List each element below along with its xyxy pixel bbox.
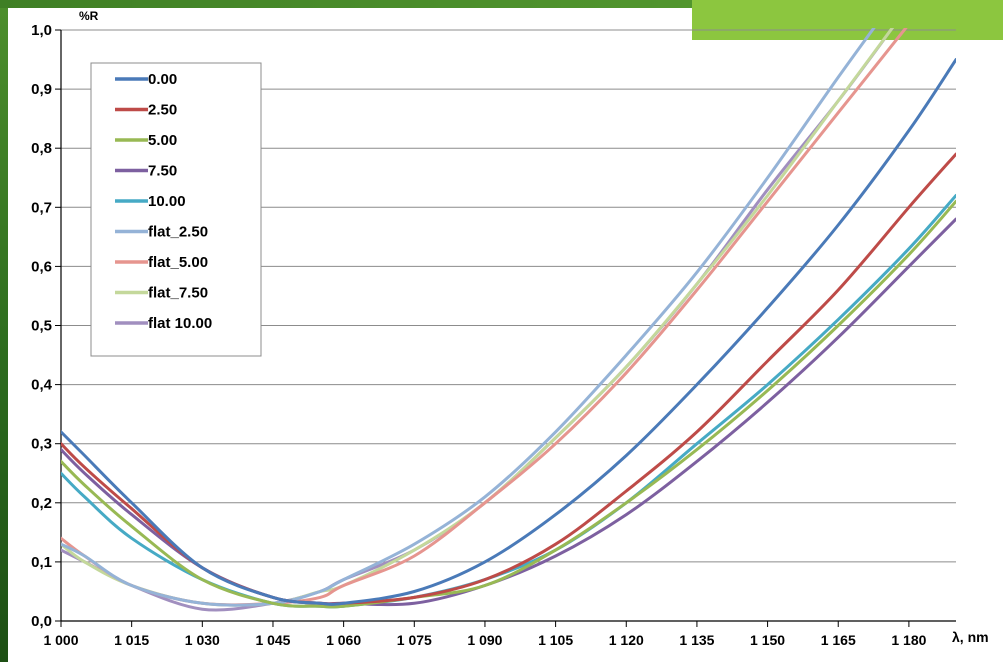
legend-box bbox=[90, 62, 262, 357]
legend-label: flat_7.50 bbox=[148, 285, 208, 302]
legend-label: 0.00 bbox=[148, 71, 177, 88]
x-tick-label: 1 075 bbox=[397, 632, 432, 648]
x-tick-label: 1 060 bbox=[326, 632, 361, 648]
legend: 0.00 2.50 5.00 7.50 10.00 flat_2.50 flat_5.00f… bbox=[90, 62, 262, 357]
y-axis-title: %R bbox=[79, 9, 99, 23]
x-tick-label: 1 045 bbox=[255, 632, 290, 648]
y-tick-label: 0,1 bbox=[31, 554, 52, 571]
y-tick-label: 1,0 bbox=[31, 22, 52, 39]
y-tick-label: 0,7 bbox=[31, 199, 52, 216]
y-tick-label: 0,5 bbox=[31, 318, 52, 335]
x-tick-label: 1 000 bbox=[43, 632, 78, 648]
legend-label: flat 10.00 bbox=[148, 315, 212, 332]
y-tick-label: 0,2 bbox=[31, 495, 52, 512]
legend-label: 7.50 bbox=[148, 163, 177, 180]
series-lines bbox=[61, 28, 956, 612]
frame-left-border bbox=[0, 0, 8, 662]
y-tick-label: 0,4 bbox=[31, 377, 53, 394]
x-tick-label: 1 030 bbox=[185, 632, 220, 648]
y-tick-label: 0,3 bbox=[31, 436, 52, 453]
axes bbox=[55, 29, 956, 627]
x-tick-label: 1 180 bbox=[891, 632, 926, 648]
y-tick-label: 0,0 bbox=[31, 613, 52, 630]
x-tick-label: 1 120 bbox=[609, 632, 644, 648]
legend-label: flat_5.00 bbox=[148, 254, 208, 271]
x-tick-label: 1 090 bbox=[467, 632, 502, 648]
legend-label: 5.00 bbox=[148, 132, 177, 149]
series-line-5-00 bbox=[61, 199, 956, 609]
tick-labels: 0,0 0,1 0,2 0,3 0,4 0,5 0,6 0,7 0,8 0,9 1,0 1 000 1 … bbox=[31, 22, 926, 648]
series-line-0-00 bbox=[61, 58, 956, 606]
series-line-flat-2-50 bbox=[61, 28, 876, 607]
y-tick-label: 0,6 bbox=[31, 258, 52, 275]
legend-label: 10.00 bbox=[148, 193, 186, 210]
y-tick-label: 0,8 bbox=[31, 140, 52, 157]
legend-label: flat_2.50 bbox=[148, 224, 208, 241]
x-tick-label: 1 150 bbox=[750, 632, 785, 648]
x-tick-label: 1 135 bbox=[679, 632, 714, 648]
y-tick-label: 0,9 bbox=[31, 81, 52, 98]
frame-top-border bbox=[0, 0, 1003, 8]
x-tick-label: 1 015 bbox=[114, 632, 149, 648]
x-tick-label: 1 165 bbox=[821, 632, 856, 648]
x-axis-title: λ, nm bbox=[952, 629, 989, 645]
accent-tab-decoration bbox=[692, 0, 1003, 40]
x-tick-label: 1 105 bbox=[538, 632, 573, 648]
legend-label: 2.50 bbox=[148, 102, 177, 119]
